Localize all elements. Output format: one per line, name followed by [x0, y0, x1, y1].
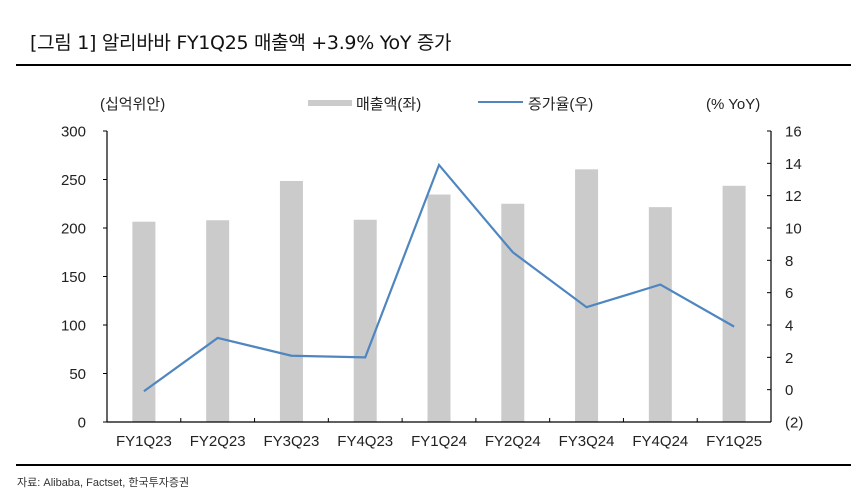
right-axis-tick-label: 4 — [785, 318, 793, 335]
right-axis-tick-label: 8 — [785, 253, 793, 270]
x-axis-category-labels: FY1Q23 FY2Q23 FY3Q23 FY4Q23 FY1Q24 FY2Q24 FY3Q… — [116, 433, 762, 450]
right-axis-tick-label: 14 — [785, 156, 802, 173]
legend-bar-label: 매출액(좌) — [356, 96, 421, 113]
chart-legend: 매출액(좌) 증가율(우) — [308, 96, 593, 113]
x-axis-category-label: FY2Q23 — [190, 433, 246, 450]
chart-axes — [103, 130, 772, 423]
revenue-bar — [132, 221, 156, 422]
left-axis-tick-label: 50 — [69, 366, 86, 383]
right-axis-tick-label: 2 — [785, 350, 793, 367]
revenue-bars — [132, 169, 746, 422]
revenue-bar — [427, 194, 451, 422]
x-axis-category-label: FY1Q23 — [116, 433, 172, 450]
revenue-bar — [353, 219, 377, 422]
legend-bar-swatch — [308, 100, 352, 106]
revenue-bar — [279, 180, 303, 422]
right-axis-unit-label: (% YoY) — [706, 96, 760, 113]
revenue-bar — [648, 207, 672, 422]
growth-rate-line — [143, 162, 735, 393]
x-axis-category-label: FY1Q25 — [706, 433, 762, 450]
right-axis-tick-label: 10 — [785, 221, 802, 238]
x-axis-category-label: FY4Q24 — [632, 433, 688, 450]
left-axis-tick-label: 250 — [61, 172, 86, 189]
right-axis-tick-label: (2) — [785, 415, 803, 432]
growth-line — [143, 162, 735, 393]
source-note: 자료: Alibaba, Factset, 한국투자증권 — [17, 477, 190, 489]
x-axis-category-label: FY1Q24 — [411, 433, 467, 450]
revenue-bar — [722, 185, 746, 422]
title-divider — [16, 64, 851, 66]
x-axis-category-label: FY2Q24 — [485, 433, 541, 450]
left-axis-tick-label: 150 — [61, 269, 86, 286]
right-axis-tick-labels: (2) 0 2 4 6 8 10 12 14 16 — [785, 124, 803, 432]
x-axis-category-label: FY3Q23 — [264, 433, 320, 450]
revenue-bar — [206, 220, 230, 422]
right-axis-tick-label: 12 — [785, 188, 802, 205]
left-axis-tick-label: 0 — [78, 415, 86, 432]
x-axis-category-label: FY4Q23 — [337, 433, 393, 450]
revenue-bar — [501, 203, 525, 422]
source-divider — [16, 464, 851, 466]
chart-title: [그림 1] 알리바바 FY1Q25 매출액 +3.9% YoY 증가 — [30, 32, 452, 54]
legend-line-label: 증가율(우) — [528, 96, 593, 113]
left-axis-unit-label: (십억위안) — [100, 96, 165, 113]
left-axis-tick-label: 300 — [61, 124, 86, 141]
left-axis-tick-labels: 0 50 100 150 200 250 300 — [61, 124, 86, 432]
right-axis-tick-label: 0 — [785, 382, 793, 399]
left-axis-tick-label: 200 — [61, 221, 86, 238]
revenue-bar — [575, 169, 599, 422]
right-axis-tick-label: 6 — [785, 285, 793, 302]
right-axis-tick-label: 16 — [785, 124, 802, 141]
x-axis-category-label: FY3Q24 — [559, 433, 615, 450]
left-axis-tick-label: 100 — [61, 318, 86, 335]
